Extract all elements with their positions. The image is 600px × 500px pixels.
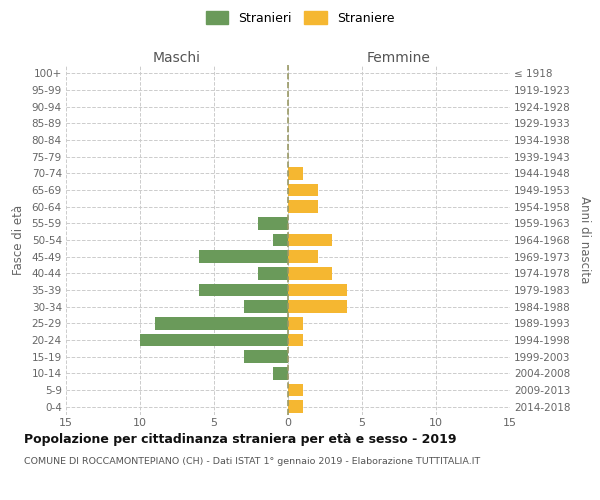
Bar [288,334,303,346]
Bar [273,367,288,380]
Text: Maschi: Maschi [153,51,201,65]
Bar [288,317,303,330]
Bar [199,250,288,263]
Bar [288,284,347,296]
Bar [288,250,317,263]
Text: COMUNE DI ROCCAMONTEPIANO (CH) - Dati ISTAT 1° gennaio 2019 - Elaborazione TUTTI: COMUNE DI ROCCAMONTEPIANO (CH) - Dati IS… [24,458,480,466]
Bar [288,300,347,313]
Bar [288,384,303,396]
Bar [288,184,317,196]
Text: Femmine: Femmine [367,51,431,65]
Bar [244,300,288,313]
Bar [288,234,332,246]
Text: Popolazione per cittadinanza straniera per età e sesso - 2019: Popolazione per cittadinanza straniera p… [24,432,457,446]
Legend: Stranieri, Straniere: Stranieri, Straniere [206,11,394,25]
Bar [288,400,303,413]
Bar [288,167,303,179]
Bar [244,350,288,363]
Y-axis label: Anni di nascita: Anni di nascita [578,196,591,284]
Bar [259,217,288,230]
Bar [140,334,288,346]
Bar [199,284,288,296]
Bar [288,267,332,280]
Bar [288,200,317,213]
Bar [259,267,288,280]
Bar [273,234,288,246]
Bar [155,317,288,330]
Y-axis label: Fasce di età: Fasce di età [11,205,25,275]
